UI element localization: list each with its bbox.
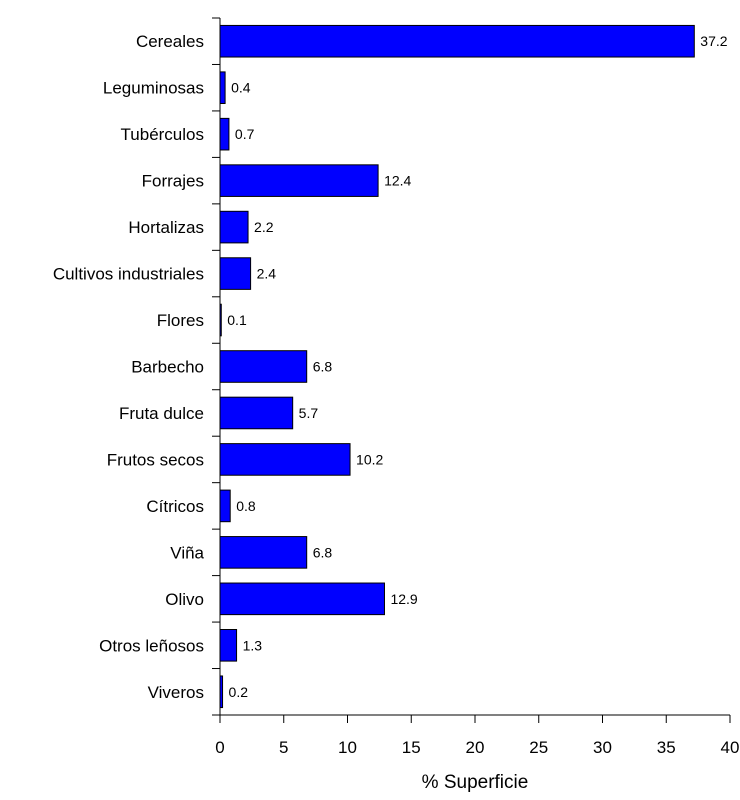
bar [219, 24, 695, 58]
bar-value-label: 5.7 [299, 405, 319, 421]
bar [219, 396, 294, 430]
bar [219, 489, 231, 523]
bar [219, 443, 351, 476]
category-label: Forrajes [142, 172, 204, 191]
bar-value-label: 2.4 [257, 266, 277, 282]
category-label: Cítricos [146, 497, 204, 516]
bar [219, 536, 308, 569]
bar-value-label: 0.2 [229, 684, 249, 700]
category-label: Tubérculos [121, 125, 204, 144]
category-label: Frutos secos [107, 450, 204, 469]
bar [219, 629, 238, 662]
bar-value-label: 0.1 [227, 312, 247, 328]
x-axis-title: % Superficie [422, 772, 529, 793]
bar [219, 164, 379, 197]
category-label: Viña [170, 543, 204, 562]
category-labels-group: Cereales Leguminosas Tubérculos Forrajes Hor… [53, 32, 205, 702]
category-label: Cultivos industriales [53, 265, 204, 284]
category-label: Olivo [165, 590, 204, 609]
bar [219, 257, 252, 290]
category-label: Otros leñosos [99, 636, 204, 655]
x-tick-label: 15 [402, 738, 421, 757]
bar-value-label: 10.2 [356, 451, 383, 467]
x-tick-label: 35 [657, 738, 676, 757]
category-label: Cereales [136, 32, 204, 51]
category-label: Leguminosas [103, 79, 204, 98]
bar-value-label: 0.4 [231, 80, 251, 96]
x-tick-label: 10 [338, 738, 357, 757]
value-labels-group: 37.2 0.4 0.7 12.4 2.2 2.4 0.1 6.8 5.7 10.2 0.8 6.8 1… [227, 33, 727, 700]
bar-value-label: 6.8 [313, 544, 333, 560]
bar-value-label: 0.8 [236, 498, 256, 514]
x-tick-label: 5 [279, 738, 288, 757]
bar [219, 71, 226, 105]
category-label: Barbecho [131, 358, 204, 377]
y-axis [212, 17, 221, 716]
bar [219, 350, 308, 383]
x-tick-label: 20 [466, 738, 485, 757]
bars-group [219, 24, 695, 709]
bar-value-label: 37.2 [700, 33, 727, 49]
category-label: Fruta dulce [119, 404, 204, 423]
bar [219, 117, 230, 151]
x-tick-label: 0 [215, 738, 224, 757]
bar-value-label: 2.2 [254, 219, 274, 235]
x-axis: 0 5 10 15 20 25 30 35 40 [215, 714, 740, 757]
x-tick-label: 25 [529, 738, 548, 757]
bar [219, 210, 249, 244]
bar-value-label: 0.7 [235, 126, 255, 142]
x-tick-label: 30 [593, 738, 612, 757]
bar-value-label: 12.4 [384, 173, 411, 189]
bar-value-label: 6.8 [313, 359, 333, 375]
bar-value-label: 12.9 [390, 591, 417, 607]
bar [219, 582, 385, 616]
category-label: Flores [157, 311, 204, 330]
x-tick-label: 40 [721, 738, 740, 757]
category-label: Hortalizas [128, 218, 204, 237]
category-label: Viveros [148, 683, 204, 702]
bar-value-label: 1.3 [243, 637, 263, 653]
